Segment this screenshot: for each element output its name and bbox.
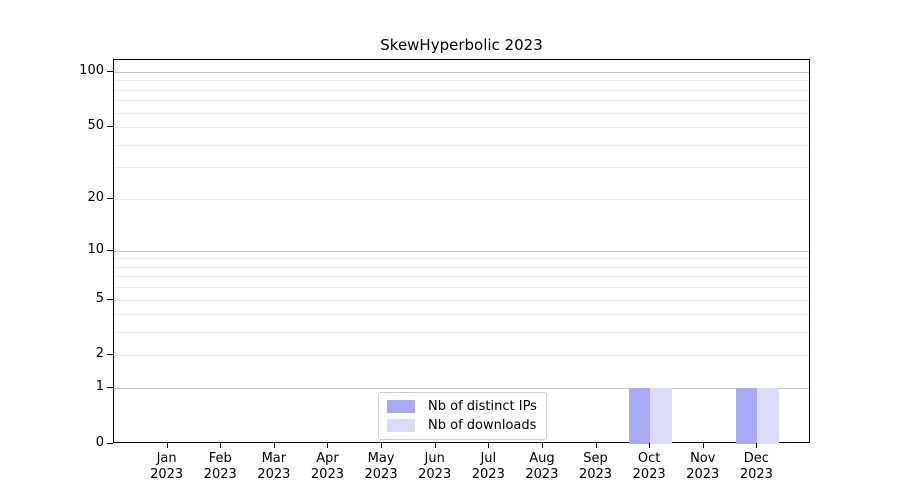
gridline-major (114, 72, 809, 73)
x-tick-label: Dec 2023 (739, 451, 773, 482)
bar-distinct-ips (735, 388, 758, 444)
x-tick-label: Feb 2023 (203, 451, 237, 482)
x-tick-mark (220, 443, 222, 448)
y-tick-mark (107, 197, 113, 199)
gridline-minor (114, 167, 809, 169)
bar-downloads (757, 388, 779, 444)
x-tick-mark (273, 443, 275, 448)
legend-swatch-distinct-ips (387, 400, 415, 413)
y-tick-mark (107, 126, 113, 128)
gridline-minor (114, 276, 809, 278)
x-tick-mark (327, 443, 329, 448)
x-tick-label: Aug 2023 (525, 451, 559, 482)
y-tick-mark (107, 298, 113, 300)
x-tick-label: Nov 2023 (686, 451, 720, 482)
y-tick-label: 20 (87, 189, 104, 205)
x-tick-label: Jan 2023 (150, 451, 184, 482)
y-tick-mark (107, 387, 113, 389)
x-tick-label: Mar 2023 (257, 451, 291, 482)
gridline-minor (114, 299, 809, 301)
gridline-minor (114, 287, 809, 289)
x-tick-label: Oct 2023 (632, 451, 666, 482)
gridline-minor (114, 127, 809, 129)
chart-title: SkewHyperbolic 2023 (380, 36, 543, 54)
x-tick-mark (595, 443, 597, 448)
y-tick-label: 5 (95, 290, 104, 306)
x-tick-mark (649, 443, 651, 448)
gridline-minor (114, 112, 809, 114)
y-tick-label: 0 (95, 435, 104, 450)
x-tick-label: Jun 2023 (418, 451, 452, 482)
y-tick-label: 2 (95, 346, 104, 362)
x-tick-label: Apr 2023 (310, 451, 344, 482)
y-tick-mark (107, 249, 113, 251)
legend-item-downloads: Nb of downloads (387, 416, 537, 435)
x-tick-mark (381, 443, 383, 448)
y-tick-mark (107, 354, 113, 356)
grid-layer (114, 60, 809, 442)
y-tick-mark (107, 443, 113, 444)
gridline-minor (114, 80, 809, 82)
gridline-minor (114, 100, 809, 102)
gridline-minor (114, 198, 809, 200)
bars-layer (114, 60, 809, 444)
y-tick-mark (107, 71, 113, 72)
bar-downloads (650, 388, 672, 444)
x-tick-mark (756, 443, 758, 448)
legend-label-distinct-ips: Nb of distinct IPs (428, 399, 537, 414)
plot-area: Nb of distinct IPs Nb of downloads (113, 59, 810, 444)
bar-distinct-ips (628, 388, 651, 444)
legend-item-distinct-ips: Nb of distinct IPs (387, 397, 537, 416)
gridline-minor (114, 258, 809, 260)
x-tick-mark (434, 443, 436, 448)
y-tick-label: 10 (87, 241, 104, 257)
gridline-minor (114, 89, 809, 91)
gridline-major (114, 388, 809, 390)
gridline-major (114, 250, 809, 252)
gridline-minor (114, 144, 809, 146)
x-tick-label: Sep 2023 (578, 451, 613, 482)
legend-label-downloads: Nb of downloads (428, 418, 537, 433)
x-tick-mark (166, 443, 168, 448)
gridline-minor (114, 355, 809, 357)
legend: Nb of distinct IPs Nb of downloads (378, 392, 547, 440)
y-tick-label: 50 (87, 118, 104, 134)
x-tick-label: May 2023 (364, 451, 398, 482)
gridline-minor (114, 314, 809, 316)
x-tick-mark (488, 443, 490, 448)
gridline-minor (114, 266, 809, 268)
x-tick-mark (541, 443, 543, 448)
x-tick-mark (702, 443, 704, 448)
gridline-minor (114, 332, 809, 334)
y-tick-label: 100 (79, 63, 104, 78)
legend-swatch-downloads (387, 419, 415, 432)
y-tick-label: 1 (95, 379, 104, 395)
x-tick-label: Jul 2023 (471, 451, 505, 482)
